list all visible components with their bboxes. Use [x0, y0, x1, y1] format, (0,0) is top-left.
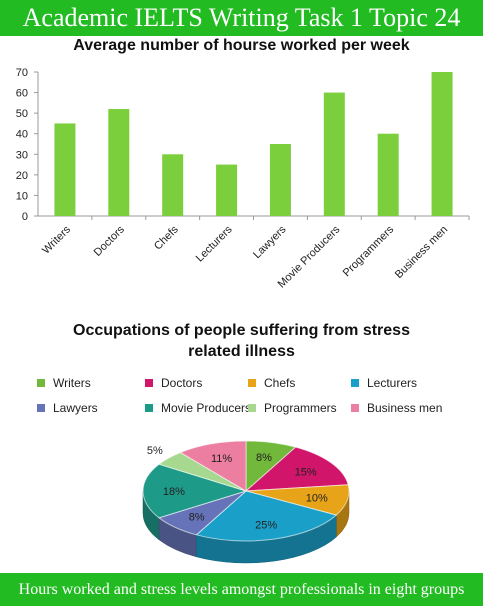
- bar-lawyers: [269, 144, 291, 216]
- y-tick-label: 30: [16, 149, 28, 161]
- y-tick-label: 40: [16, 129, 28, 141]
- pie-value-label: 8%: [189, 512, 205, 524]
- bar-chart-title: Average number of hourse worked per week: [73, 37, 410, 54]
- pie-title-line-1: Occupations of people suffering from str…: [73, 322, 410, 339]
- pie-value-label: 5%: [147, 445, 163, 457]
- pie-slice-lecturers: [195, 490, 338, 542]
- bar-doctors: [108, 109, 130, 216]
- y-tick-label: 60: [16, 88, 28, 100]
- bar-lecturers: [216, 164, 238, 216]
- y-tick-label: 10: [16, 190, 28, 202]
- pie-top: [142, 440, 350, 542]
- pie-value-label: 15%: [295, 466, 317, 478]
- pie-value-label: 10%: [306, 493, 328, 505]
- footer-caption: Hours worked and stress levels amongst p…: [18, 581, 465, 598]
- bar-writers: [54, 123, 76, 216]
- pie-slice-doctors: [244, 446, 349, 492]
- bar-business-men: [431, 72, 453, 216]
- y-tick-label: 0: [22, 211, 28, 223]
- footer-banner: Hours worked and stress levels amongst p…: [0, 573, 483, 606]
- bar-chefs: [162, 154, 184, 216]
- pie-slice-movie-producers: [142, 463, 248, 519]
- header-title: Academic IELTS Writing Task 1 Topic 24: [22, 3, 461, 32]
- pie-slice-business-men: [179, 440, 247, 492]
- y-tick-label: 70: [16, 67, 28, 79]
- bar-movie-producers: [323, 92, 345, 216]
- pie-value-label: 25%: [255, 520, 277, 532]
- pie-chart-title: Occupations of people suffering from str…: [0, 320, 483, 362]
- pie-value-label: 18%: [163, 486, 185, 498]
- pie-value-label: 11%: [211, 453, 232, 465]
- pie-value-label: 8%: [256, 452, 272, 464]
- y-tick-label: 50: [16, 108, 28, 120]
- header-banner: Academic IELTS Writing Task 1 Topic 24: [0, 0, 483, 36]
- bar-programmers: [377, 133, 399, 216]
- pie-title-line-2: related illness: [188, 343, 295, 360]
- y-tick-label: 20: [16, 170, 28, 182]
